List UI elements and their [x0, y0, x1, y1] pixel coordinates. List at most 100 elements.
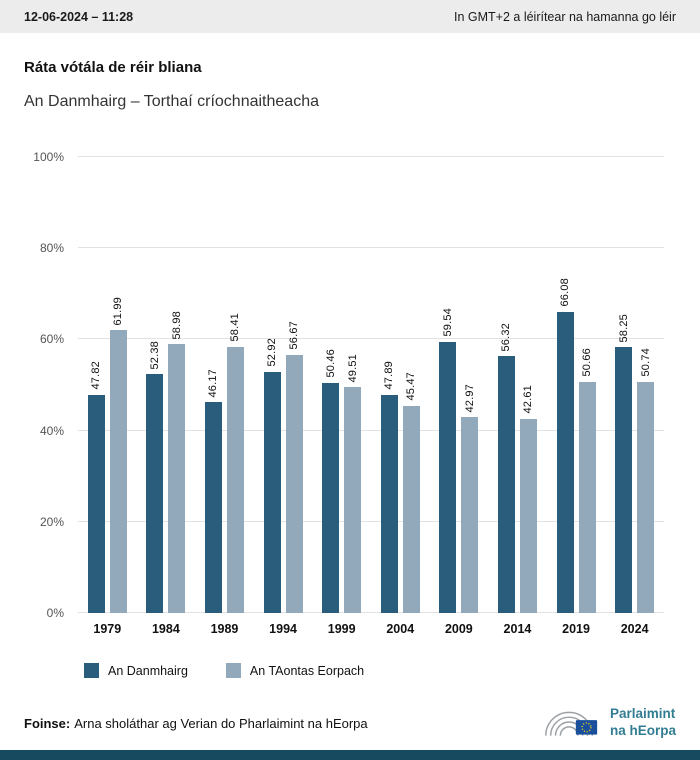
legend-label: An Danmhairg [108, 663, 188, 678]
bar-group: 56.32 42.61 2014 [497, 157, 537, 636]
bar-value-label: 46.17 [207, 368, 220, 398]
bar-an-danmhairg [556, 311, 574, 613]
bar-column: 61.99 [109, 157, 127, 613]
bars-layer: 47.82 61.99 1979 52.38 58.98 1984 46.17 58.41 19… [78, 157, 664, 636]
y-axis-label: 80% [39, 241, 64, 256]
bar-an-taontas-eorpach [461, 417, 479, 613]
bar-value-label: 58.98 [170, 310, 183, 340]
datetime-label: 12-06-2024 – 11:28 [24, 9, 134, 24]
x-axis-label: 1999 [327, 622, 356, 636]
bar-column: 50.66 [578, 157, 596, 613]
bar-an-danmhairg [204, 402, 222, 613]
bar-group: 52.92 56.67 1994 [263, 157, 303, 636]
logo-text: Parlaimint na hEorpa [610, 706, 676, 740]
bar-an-taontas-eorpach [109, 330, 127, 613]
bar-value-label: 50.74 [639, 348, 652, 377]
bar-column: 47.82 [87, 157, 105, 613]
bar-an-taontas-eorpach [402, 405, 420, 613]
bar-column: 52.92 [263, 157, 281, 613]
bar-value-label: 58.41 [229, 313, 242, 342]
gridline [78, 247, 664, 249]
y-axis-label: 0% [46, 606, 64, 620]
gridline [78, 156, 664, 157]
eu-flag-icon [575, 720, 598, 735]
bar-column: 58.41 [226, 157, 244, 613]
page-subtitle: An Danmhairg – Torthaí críochnaitheacha [24, 93, 319, 110]
bar-column: 42.61 [519, 157, 537, 613]
page-title: Ráta vótála de réir bliana [24, 59, 202, 76]
bar-an-danmhairg [497, 356, 515, 613]
x-axis-label: 1989 [210, 622, 239, 636]
bar-an-danmhairg [322, 382, 340, 613]
bar-an-danmhairg [380, 394, 398, 613]
bar-an-taontas-eorpach [285, 354, 303, 613]
bar-column: 58.25 [615, 157, 633, 613]
x-axis-label: 2009 [444, 622, 473, 636]
footer: Foinse: Arna sholáthar ag Verian do Pharl… [0, 700, 700, 746]
bar-column: 58.98 [168, 157, 186, 613]
gridline [78, 338, 664, 340]
bar-column: 52.38 [146, 157, 164, 613]
x-axis-label: 1979 [93, 622, 122, 636]
bar-value-label: 50.66 [581, 348, 594, 377]
x-axis-label: 1994 [269, 622, 297, 636]
bar-value-label: 58.25 [617, 313, 630, 343]
bar-value-label: 56.32 [500, 322, 513, 352]
legend-label: An TAontas Eorpach [249, 663, 365, 678]
logo-text-line2: na hEorpa [609, 723, 676, 738]
bar-group: 46.17 58.41 1989 [204, 157, 244, 636]
x-axis-label: 2014 [503, 622, 532, 636]
bar-column: 50.74 [637, 157, 655, 613]
bar-value-label: 47.89 [383, 361, 396, 390]
bar-group: 52.38 58.98 1984 [146, 157, 186, 636]
bar-an-danmhairg [146, 374, 164, 613]
source-label: Foinse: [24, 715, 71, 731]
bar-group: 47.82 61.99 1979 [87, 157, 127, 636]
bar-column: 50.46 [322, 157, 340, 613]
x-axis-label: 2024 [620, 622, 649, 636]
legend-item: An Danmhairg [84, 663, 188, 678]
bar-value-label: 61.99 [112, 296, 125, 326]
bar-value-label: 59.54 [441, 307, 454, 337]
gridline [78, 612, 664, 613]
bar-column: 46.17 [204, 157, 222, 613]
bar-an-taontas-eorpach [344, 387, 362, 613]
bar-value-label: 47.82 [90, 361, 103, 390]
gridline [78, 429, 664, 431]
bar-group: 50.46 49.51 1999 [322, 157, 362, 636]
bar-column: 56.67 [285, 157, 303, 613]
x-axis-label: 1984 [151, 622, 180, 636]
bar-an-danmhairg [439, 341, 457, 613]
bar-group: 59.54 42.97 2009 [439, 157, 479, 636]
bar-group: 47.89 45.47 2004 [380, 157, 420, 636]
bar-value-label: 42.97 [463, 383, 476, 413]
bar-value-label: 52.38 [148, 340, 161, 370]
source-note: Foinse: Arna sholáthar ag Verian do Pharl… [24, 716, 368, 731]
y-axis-label: 20% [39, 514, 64, 529]
source-text: Arna sholáthar ag Verian do Pharlaimint … [74, 715, 368, 731]
bar-an-taontas-eorpach [168, 344, 186, 613]
chart-legend: An Danmhairg An TAontas Eorpach [84, 663, 700, 678]
bar-group: 66.08 50.66 2019 [556, 157, 596, 636]
top-bar: 12-06-2024 – 11:28 In GMT+2 a léirítear … [0, 0, 700, 33]
y-axis-label: 60% [39, 332, 64, 347]
bar-an-taontas-eorpach [226, 346, 244, 613]
gridline [78, 520, 664, 522]
chart-plot-area: 0% 20% 40% 60% 80% 100% 47.82 61.99 1979 52.38 58… [33, 150, 664, 636]
y-axis-label: 100% [33, 150, 64, 164]
bar-value-label: 45.47 [405, 372, 418, 401]
bar-value-label: 42.61 [522, 385, 535, 414]
bar-column: 47.89 [380, 157, 398, 613]
bar-group: 58.25 50.74 2024 [615, 157, 655, 636]
legend-item: An TAontas Eorpach [225, 663, 365, 678]
y-axis-label: 40% [39, 423, 64, 438]
bar-an-taontas-eorpach [519, 418, 537, 613]
bar-an-danmhairg [263, 371, 281, 613]
bar-column: 56.32 [497, 157, 515, 613]
bar-column: 42.97 [461, 157, 479, 613]
bar-an-taontas-eorpach [637, 381, 655, 613]
bar-value-label: 49.51 [346, 353, 359, 383]
bar-column: 49.51 [344, 157, 362, 613]
bar-column: 66.08 [556, 157, 574, 613]
